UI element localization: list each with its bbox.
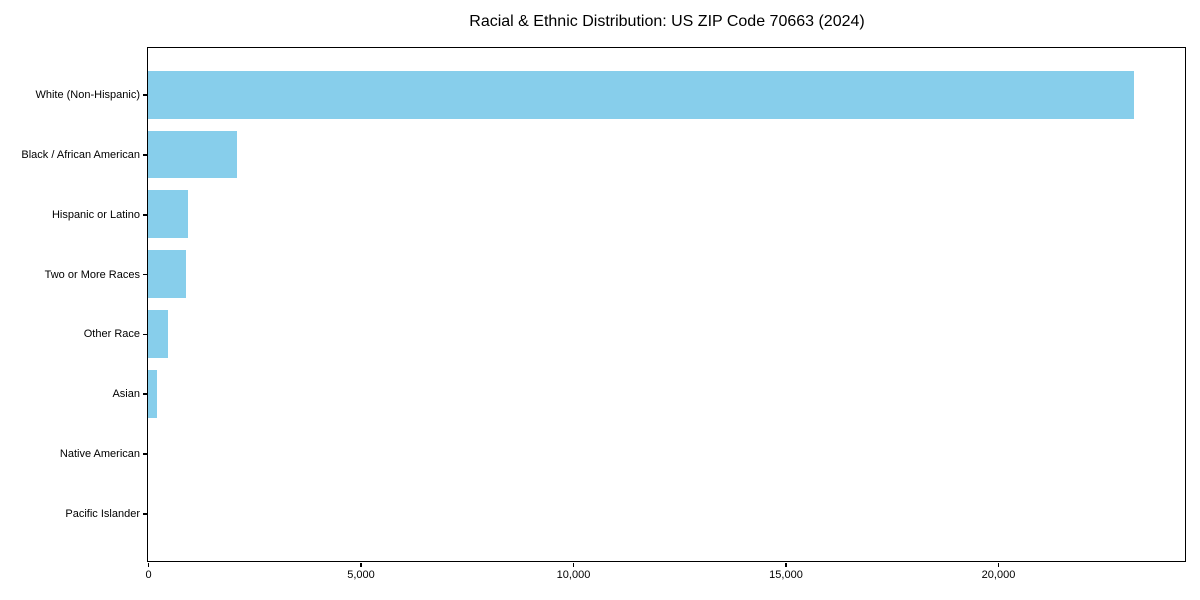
y-axis-category-label: Two or More Races — [44, 268, 140, 281]
y-axis-category-label: Black / African American — [21, 149, 140, 162]
y-axis-tick-mark — [143, 513, 147, 515]
y-axis-category-label: Hispanic or Latino — [51, 208, 140, 221]
x-axis-tick-label: 10,000 — [556, 569, 591, 581]
y-axis-tick-mark — [143, 393, 147, 395]
x-axis-tick-mark — [785, 562, 787, 567]
y-axis-tick-mark — [143, 453, 147, 455]
y-axis-category-label: White (Non-Hispanic) — [35, 89, 140, 102]
y-axis-category-label: Pacific Islander — [65, 507, 140, 520]
y-axis-tick-mark — [143, 273, 147, 276]
bars-layer — [148, 48, 1185, 561]
x-axis-tick-mark — [147, 562, 150, 567]
x-axis-tick-label: 0 — [145, 569, 152, 581]
plot-area — [147, 46, 1186, 562]
x-axis-tick-mark — [360, 562, 362, 567]
y-axis-tick-mark — [143, 94, 147, 96]
y-axis-tick-mark — [143, 333, 147, 336]
x-axis-tick-label: 5,000 — [347, 569, 375, 581]
x-axis-tick-label: 20,000 — [981, 569, 1016, 581]
y-axis-category-label: Asian — [112, 388, 140, 401]
x-axis-tick-mark — [572, 562, 575, 567]
bar-black-african-american — [148, 130, 238, 179]
bar-hispanic-or-latino — [148, 190, 189, 239]
y-axis-tick-mark — [143, 154, 147, 156]
x-axis-tick-mark — [997, 562, 1000, 567]
y-axis-category-label: Native American — [59, 447, 140, 460]
bar-white-non-hispanic — [148, 70, 1134, 119]
bar-two-or-more-races — [148, 250, 186, 299]
chart-title: Racial & Ethnic Distribution: US ZIP Cod… — [469, 13, 865, 30]
bar-asian — [148, 369, 157, 418]
y-axis-tick-mark — [143, 214, 147, 216]
y-axis-category-label: Other Race — [83, 328, 140, 341]
x-axis-tick-label: 15,000 — [769, 569, 803, 581]
bar-other-race — [148, 309, 169, 358]
